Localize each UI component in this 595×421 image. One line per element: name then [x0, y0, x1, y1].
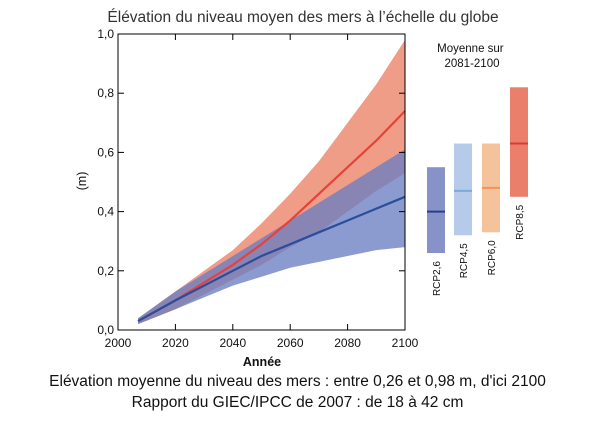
x-tick-label: 2060	[277, 336, 304, 350]
x-tick-label: 2000	[105, 336, 132, 350]
range-bar-rcp2-6	[427, 167, 445, 254]
y-tick-label: 0,8	[97, 86, 114, 100]
caption-line-1: Elévation moyenne du niveau des mers : e…	[49, 373, 546, 390]
line-rcp2-6	[137, 195, 406, 323]
y-tick-label: 0,0	[97, 323, 114, 337]
axes: 2000 2020 2040 2060 2080 2100 0,0 0,2 0,4 0,6 0,8 1…	[97, 27, 418, 350]
plot-frame	[117, 33, 406, 331]
x-tick-label: 2040	[219, 336, 246, 350]
y-tick-label: 1,0	[97, 27, 114, 41]
y-tick-label: 0,2	[97, 264, 114, 278]
scenario-label-rcp8-5: RCP8,5	[515, 204, 526, 239]
x-tick-label: 2020	[162, 336, 189, 350]
x-tick-label: 2080	[334, 336, 361, 350]
scenario-bars: RCP2,6 RCP4,5 RCP6,0 RCP8,5	[427, 87, 528, 296]
range-bar-rcp8-5	[510, 87, 528, 197]
band-rcp8-5	[138, 39, 405, 325]
scenario-label-rcp2-6: RCP2,6	[432, 261, 443, 296]
plot-area	[137, 39, 406, 325]
chart-title: Élévation du niveau moyen des mers à l’é…	[107, 9, 498, 26]
panel-title-line-2: 2081-2100	[445, 58, 500, 70]
y-tick-label: 0,4	[97, 205, 114, 219]
sea-level-chart: Élévation du niveau moyen des mers à l’é…	[75, 9, 528, 369]
range-bar-rcp4-5	[454, 143, 472, 236]
line-rcp8-5	[137, 110, 406, 323]
caption-line-2: Rapport du GIEC/IPCC de 2007 : de 18 à 4…	[131, 394, 464, 411]
y-tick-label: 0,6	[97, 145, 114, 159]
scenario-label-rcp4-5: RCP4,5	[459, 243, 470, 278]
scenario-label-rcp6-0: RCP6,0	[487, 240, 498, 275]
x-tick-label: 2100	[392, 336, 419, 350]
panel-title-line-1: Moyenne sur	[437, 43, 504, 55]
y-axis-label: (m)	[75, 172, 89, 191]
panel-title: Moyenne sur 2081-2100	[437, 43, 507, 70]
x-axis-label: Année	[243, 355, 281, 369]
